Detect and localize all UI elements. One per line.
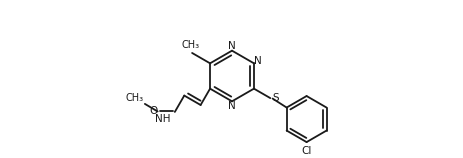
Text: Cl: Cl: [301, 146, 312, 155]
Text: O: O: [149, 106, 157, 116]
Text: CH₃: CH₃: [181, 40, 200, 50]
Text: N: N: [228, 101, 235, 111]
Text: CH₃: CH₃: [125, 93, 144, 103]
Text: NH: NH: [155, 114, 170, 124]
Text: N: N: [254, 56, 262, 66]
Text: N: N: [228, 41, 235, 51]
Text: S: S: [271, 93, 278, 103]
